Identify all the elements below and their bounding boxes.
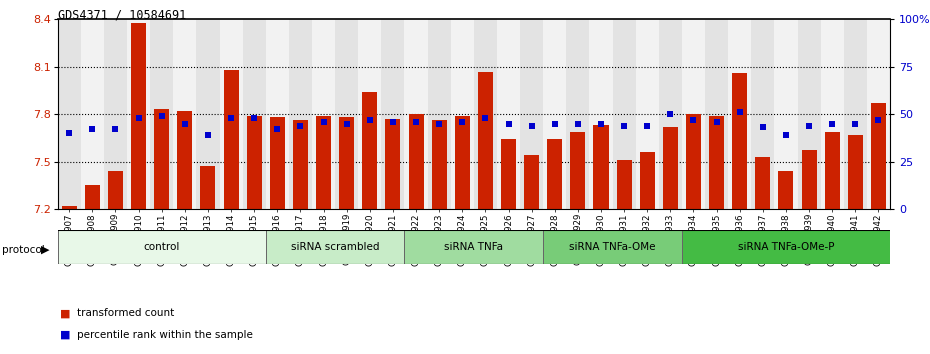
Bar <box>127 19 150 209</box>
Bar <box>755 157 770 209</box>
Bar <box>705 19 728 209</box>
Bar <box>658 19 682 209</box>
Bar <box>432 120 446 209</box>
Bar <box>663 127 678 209</box>
Bar <box>798 19 820 209</box>
Bar <box>709 116 724 209</box>
Bar <box>131 23 146 209</box>
Bar <box>802 150 817 209</box>
Text: transformed count: transformed count <box>77 308 175 318</box>
Bar <box>316 116 331 209</box>
Bar <box>732 73 747 209</box>
Text: siRNA scrambled: siRNA scrambled <box>291 242 379 252</box>
Bar <box>640 152 655 209</box>
Bar <box>201 166 216 209</box>
Bar <box>775 19 798 209</box>
Bar <box>451 19 474 209</box>
Bar <box>381 19 405 209</box>
Text: control: control <box>143 242 179 252</box>
Bar <box>751 19 775 209</box>
Bar <box>728 19 751 209</box>
Bar <box>339 117 354 209</box>
Bar <box>636 19 658 209</box>
Bar <box>778 171 793 209</box>
Text: ▶: ▶ <box>41 245 49 255</box>
Bar <box>543 19 566 209</box>
Bar <box>617 160 631 209</box>
Text: ■: ■ <box>60 308 71 318</box>
Bar <box>58 230 266 264</box>
Text: percentile rank within the sample: percentile rank within the sample <box>77 330 253 339</box>
Bar <box>844 19 867 209</box>
Bar <box>312 19 335 209</box>
Bar <box>150 19 173 209</box>
Bar <box>58 19 81 209</box>
Bar <box>405 19 428 209</box>
Bar <box>173 19 196 209</box>
Bar <box>266 230 405 264</box>
Bar <box>590 19 613 209</box>
Bar <box>682 19 705 209</box>
Bar <box>593 125 608 209</box>
Text: siRNA TNFa: siRNA TNFa <box>445 242 503 252</box>
Bar <box>154 109 169 209</box>
Bar <box>270 117 285 209</box>
Bar <box>385 119 401 209</box>
Bar <box>61 206 77 209</box>
Bar <box>478 72 493 209</box>
Bar <box>363 92 378 209</box>
Bar <box>408 114 423 209</box>
Bar <box>870 103 886 209</box>
Bar <box>289 19 312 209</box>
Bar <box>825 132 840 209</box>
Bar <box>474 19 497 209</box>
Bar <box>243 19 266 209</box>
Text: siRNA TNFa-OMe-P: siRNA TNFa-OMe-P <box>737 242 834 252</box>
Bar <box>570 132 585 209</box>
Bar <box>85 185 100 209</box>
Bar <box>196 19 219 209</box>
Bar <box>547 139 563 209</box>
Bar <box>520 19 543 209</box>
Bar <box>405 230 543 264</box>
Text: GDS4371 / 10584691: GDS4371 / 10584691 <box>58 9 186 22</box>
Bar <box>81 19 104 209</box>
Bar <box>219 19 243 209</box>
Bar <box>867 19 890 209</box>
Bar <box>108 171 123 209</box>
Bar <box>246 116 261 209</box>
Bar <box>428 19 451 209</box>
Bar <box>543 230 682 264</box>
Bar <box>686 114 701 209</box>
Bar <box>455 116 470 209</box>
Bar <box>335 19 358 209</box>
Text: ■: ■ <box>60 330 71 339</box>
Bar <box>566 19 590 209</box>
Bar <box>501 139 516 209</box>
Bar <box>358 19 381 209</box>
Bar <box>820 19 844 209</box>
Bar <box>682 230 890 264</box>
Bar <box>525 155 539 209</box>
Bar <box>104 19 127 209</box>
Bar <box>178 111 193 209</box>
Bar <box>266 19 289 209</box>
Bar <box>613 19 636 209</box>
Text: siRNA TNFa-OMe: siRNA TNFa-OMe <box>569 242 656 252</box>
Bar <box>848 135 863 209</box>
Bar <box>497 19 520 209</box>
Bar <box>223 70 239 209</box>
Bar <box>293 120 308 209</box>
Text: protocol: protocol <box>2 245 45 255</box>
